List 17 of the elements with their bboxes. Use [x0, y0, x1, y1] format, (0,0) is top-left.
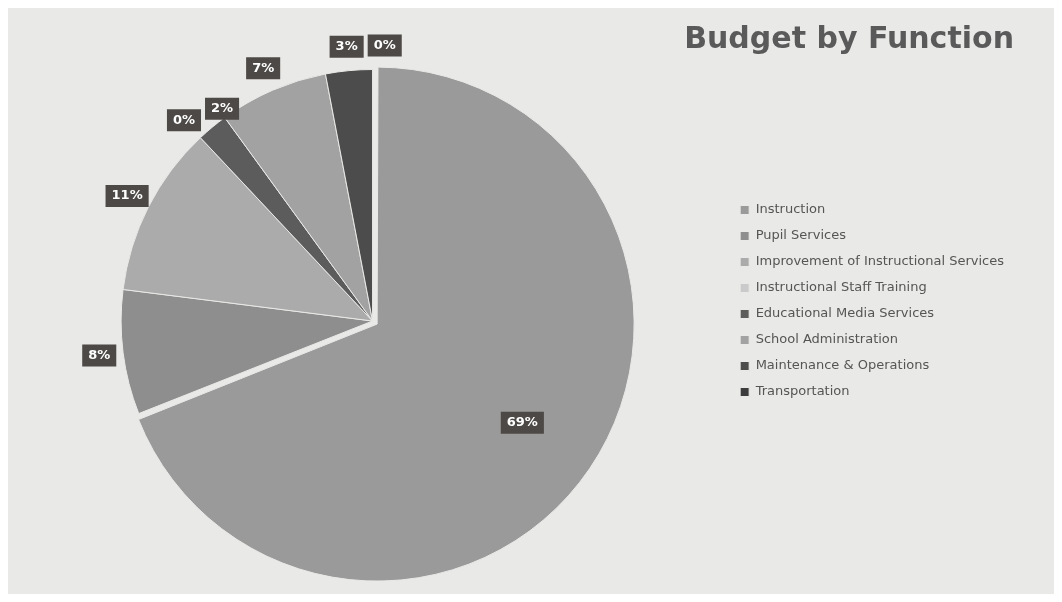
- legend-label: Instruction: [755, 201, 826, 217]
- legend-label: Educational Media Services: [755, 305, 935, 321]
- legend-label: Pupil Services: [755, 227, 847, 243]
- legend-label: School Administration: [755, 331, 899, 347]
- legend-label: Instructional Staff Training: [755, 279, 927, 295]
- text: 0%: [373, 36, 396, 52]
- chart-title: Budget by Function: [684, 19, 1014, 55]
- data-label: 3%: [335, 38, 358, 54]
- legend-label: Maintenance & Operations: [755, 357, 930, 373]
- data-label: 7%: [252, 59, 275, 75]
- legend-label: Improvement of Instructional Services: [755, 253, 1005, 269]
- data-label: 11%: [111, 187, 143, 203]
- legend-label: Transportation: [754, 383, 850, 399]
- text: 0%: [172, 111, 196, 127]
- data-label: 69%: [506, 414, 538, 430]
- data-label: 2%: [211, 100, 234, 116]
- data-label: 8%: [88, 346, 111, 362]
